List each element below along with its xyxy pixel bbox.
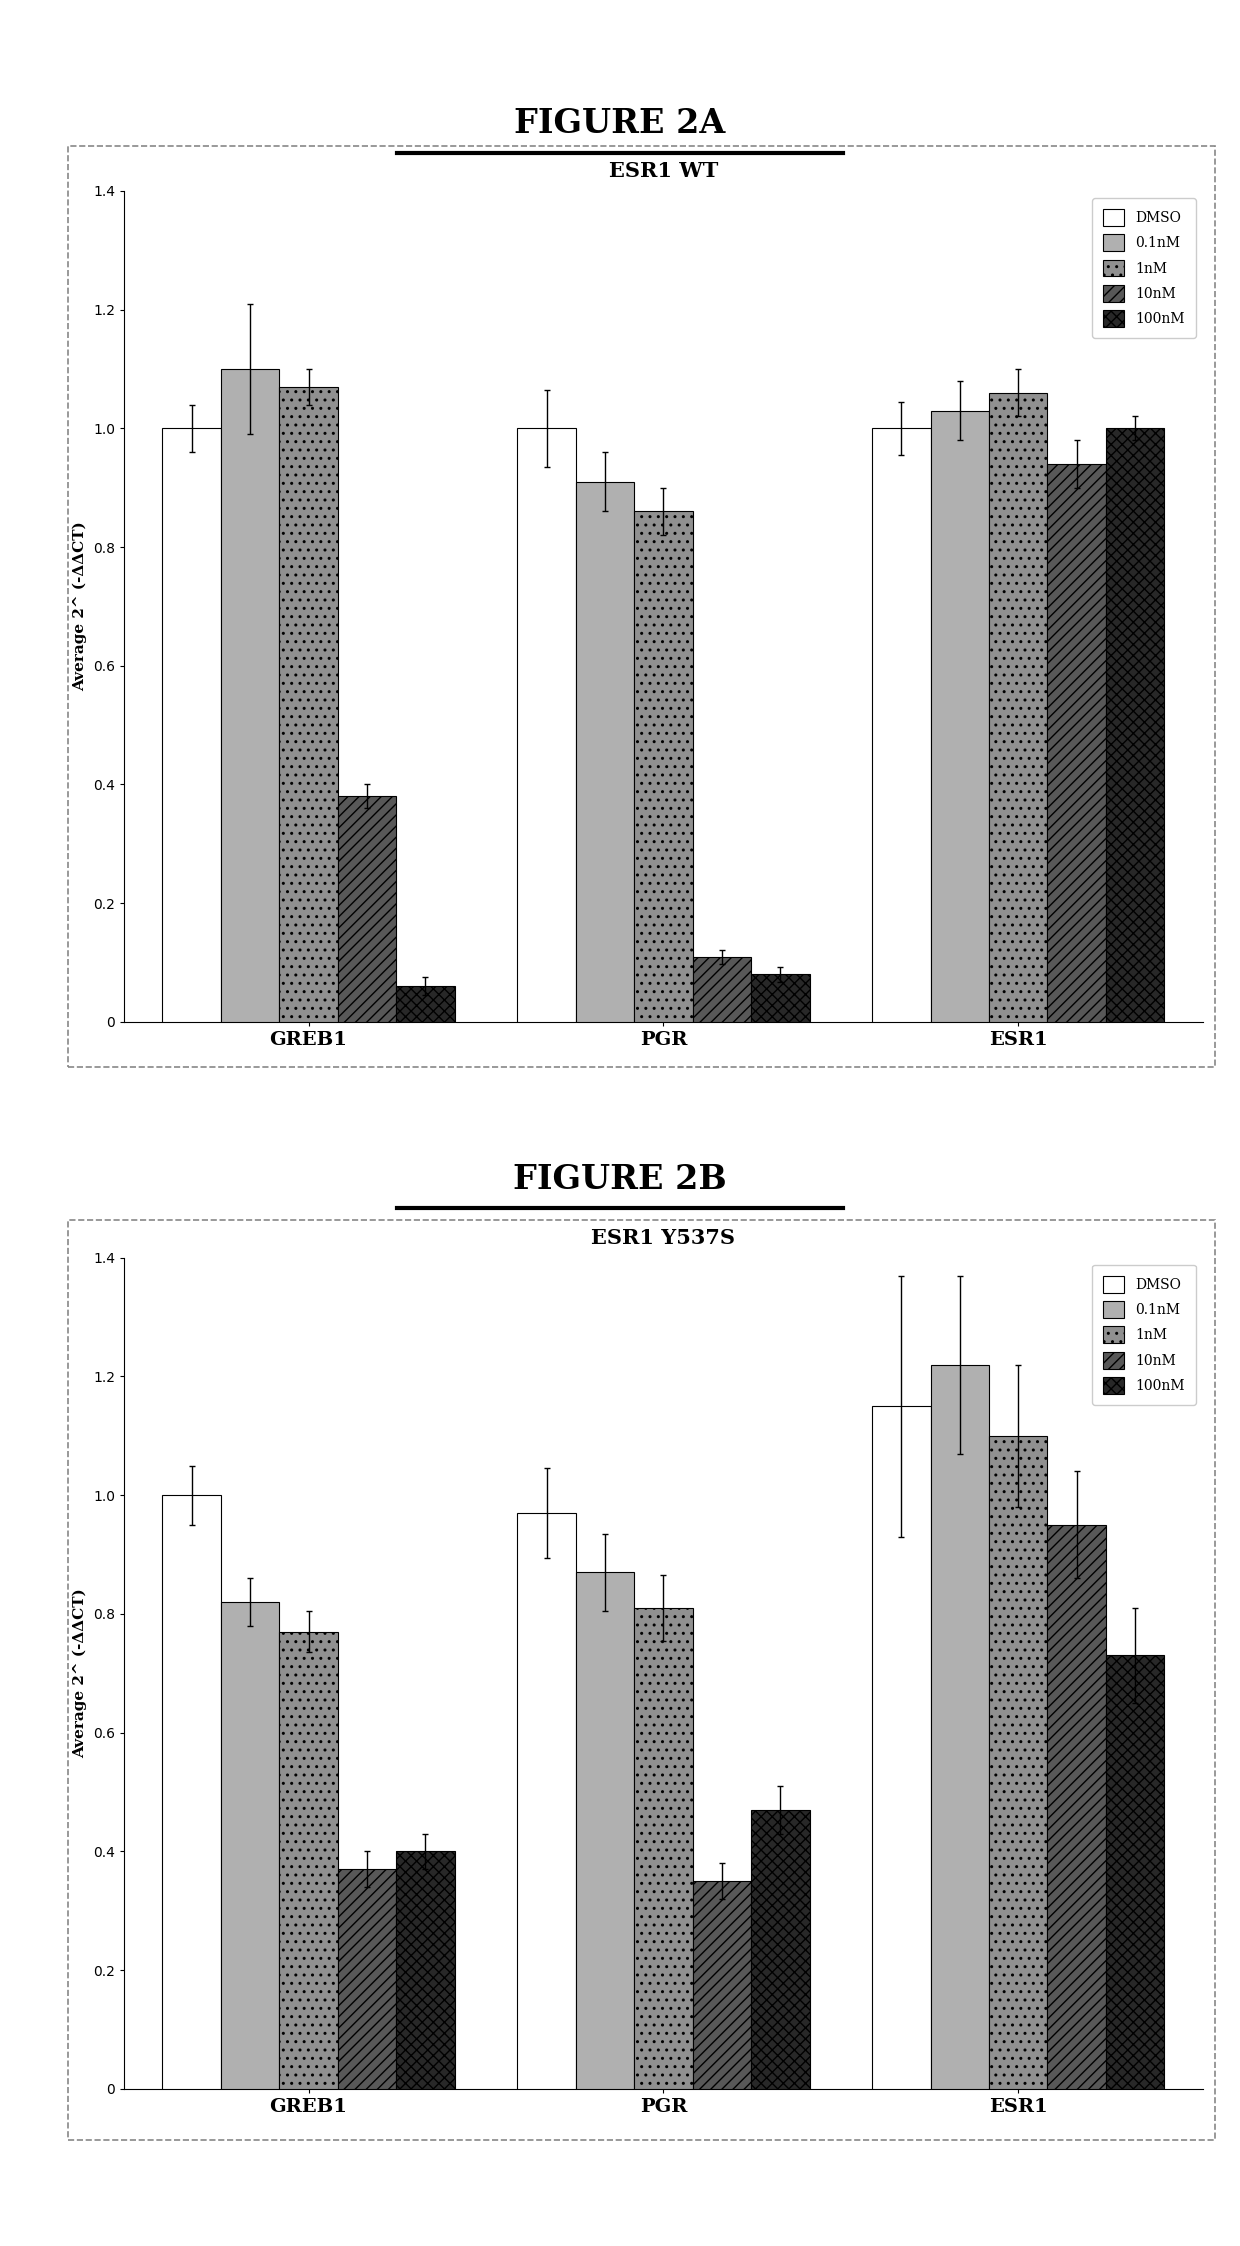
Title: ESR1 WT: ESR1 WT [609,162,718,182]
Bar [279,386,337,1022]
Bar [221,368,279,1022]
Bar [1048,465,1106,1022]
Title: ESR1 Y537S: ESR1 Y537S [591,1229,735,1249]
Bar [930,1366,990,2089]
Bar [634,1608,693,2089]
Bar [693,1882,751,2089]
Bar [162,1496,221,2089]
Bar [397,986,455,1022]
Bar [575,481,634,1022]
Bar [517,1514,575,2089]
Legend: DMSO, 0.1nM, 1nM, 10nM, 100nM: DMSO, 0.1nM, 1nM, 10nM, 100nM [1092,198,1195,339]
Bar [397,1851,455,2089]
Bar [575,1572,634,2089]
Bar [337,797,397,1022]
Bar [162,429,221,1022]
Bar [693,957,751,1022]
Bar [221,1601,279,2089]
Bar [517,429,575,1022]
Bar [990,1435,1048,2089]
Bar [872,429,930,1022]
Bar [1106,1655,1164,2089]
Y-axis label: Average 2^ (-ΔΔCT): Average 2^ (-ΔΔCT) [73,521,87,692]
Bar [634,512,693,1022]
Y-axis label: Average 2^ (-ΔΔCT): Average 2^ (-ΔΔCT) [73,1588,87,1759]
Bar [337,1869,397,2089]
Bar [872,1406,930,2089]
Bar [751,975,810,1022]
Text: FIGURE 2A: FIGURE 2A [515,108,725,139]
Bar [1106,429,1164,1022]
Bar [1048,1525,1106,2089]
Bar [279,1631,337,2089]
Text: FIGURE 2B: FIGURE 2B [513,1163,727,1195]
Legend: DMSO, 0.1nM, 1nM, 10nM, 100nM: DMSO, 0.1nM, 1nM, 10nM, 100nM [1092,1264,1195,1406]
Bar [930,411,990,1022]
Bar [990,393,1048,1022]
Bar [751,1810,810,2089]
